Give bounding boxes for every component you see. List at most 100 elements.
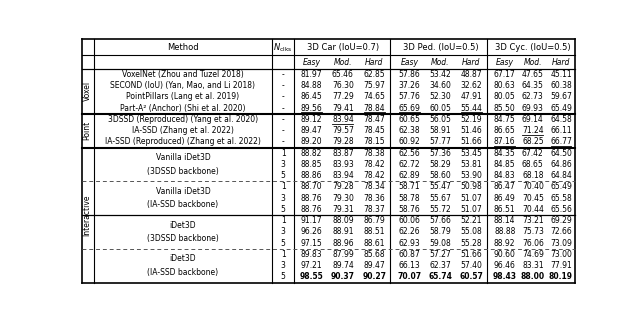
Text: 97.15: 97.15 [301,238,323,248]
Text: 62.73: 62.73 [522,93,544,101]
Text: 86.47: 86.47 [494,183,516,191]
Text: 32.62: 32.62 [460,81,482,90]
Text: Easy: Easy [496,58,514,66]
Text: 88.61: 88.61 [364,238,385,248]
Text: 60.65: 60.65 [399,115,420,124]
Text: 62.72: 62.72 [399,160,420,169]
Text: 70.45: 70.45 [522,194,544,203]
Text: 1: 1 [281,183,285,191]
Text: Hard: Hard [462,58,481,66]
Text: 88.88: 88.88 [494,227,515,236]
Text: SECOND (IoU) (Yan, Mao, and Li 2018): SECOND (IoU) (Yan, Mao, and Li 2018) [111,81,255,90]
Text: 96.26: 96.26 [301,227,323,236]
Text: 64.58: 64.58 [550,115,572,124]
Text: Hard: Hard [365,58,383,66]
Text: 51.66: 51.66 [460,137,482,146]
Text: 50.98: 50.98 [460,183,482,191]
Text: 55.44: 55.44 [460,104,482,113]
Text: 62.85: 62.85 [364,70,385,79]
Text: 64.50: 64.50 [550,149,572,158]
Text: 55.08: 55.08 [460,227,482,236]
Text: 56.05: 56.05 [429,115,451,124]
Text: PointPillars (Lang et al. 2019): PointPillars (Lang et al. 2019) [126,93,239,101]
Text: 68.18: 68.18 [522,171,543,180]
Text: 60.06: 60.06 [399,216,420,225]
Text: 57.77: 57.77 [429,137,451,146]
Text: 87.16: 87.16 [494,137,516,146]
Text: 96.46: 96.46 [494,261,516,270]
Text: -: - [282,70,285,79]
Text: 73.00: 73.00 [550,250,572,259]
Text: (IA-SSD backbone): (IA-SSD backbone) [147,268,218,277]
Text: 98.55: 98.55 [300,273,323,281]
Text: Point: Point [83,121,92,140]
Text: 47.91: 47.91 [460,93,482,101]
Text: -: - [282,115,285,124]
Text: 79.28: 79.28 [332,137,354,146]
Text: 57.86: 57.86 [399,70,420,79]
Text: 79.28: 79.28 [332,183,354,191]
Text: 79.41: 79.41 [332,104,354,113]
Text: 5: 5 [281,273,285,281]
Text: 86.65: 86.65 [494,126,516,135]
Text: Vanilla iDet3D: Vanilla iDet3D [156,187,211,196]
Text: 89.47: 89.47 [301,126,323,135]
Text: 67.17: 67.17 [494,70,516,79]
Text: $N_{\rm clks}$: $N_{\rm clks}$ [273,41,292,54]
Text: -: - [282,104,285,113]
Text: 98.43: 98.43 [493,273,516,281]
Text: 69.14: 69.14 [522,115,544,124]
Text: 88.76: 88.76 [301,194,323,203]
Text: 57.66: 57.66 [429,216,451,225]
Text: IA-SSD (Zhang et al. 2022): IA-SSD (Zhang et al. 2022) [132,126,234,135]
Text: 65.58: 65.58 [550,194,572,203]
Text: 89.47: 89.47 [364,261,385,270]
Text: -: - [282,126,285,135]
Text: 89.20: 89.20 [301,137,323,146]
Text: 66.77: 66.77 [550,137,572,146]
Text: 47.65: 47.65 [522,70,544,79]
Text: 62.37: 62.37 [429,261,451,270]
Text: 53.90: 53.90 [460,171,482,180]
Text: 87.99: 87.99 [332,250,354,259]
Text: 58.76: 58.76 [399,205,420,214]
Text: 60.05: 60.05 [429,104,451,113]
Text: 81.97: 81.97 [301,70,323,79]
Text: 51.66: 51.66 [460,250,482,259]
Text: VoxelNet (Zhou and Tuzel 2018): VoxelNet (Zhou and Tuzel 2018) [122,70,244,79]
Text: 5: 5 [281,171,285,180]
Text: 67.42: 67.42 [522,149,544,158]
Text: 60.57: 60.57 [460,273,483,281]
Text: 88.86: 88.86 [301,171,322,180]
Text: -: - [282,81,285,90]
Text: 66.11: 66.11 [550,126,572,135]
Text: (3DSSD backbone): (3DSSD backbone) [147,234,219,243]
Text: 48.87: 48.87 [460,70,482,79]
Text: 3DSSD (Reproduced) (Yang et al. 2020): 3DSSD (Reproduced) (Yang et al. 2020) [108,115,258,124]
Text: Mod.: Mod. [431,58,449,66]
Text: 1: 1 [281,149,285,158]
Text: 74.65: 74.65 [364,93,385,101]
Text: 52.19: 52.19 [460,115,482,124]
Text: 66.13: 66.13 [399,261,420,270]
Text: 88.00: 88.00 [521,273,545,281]
Text: 53.81: 53.81 [460,160,482,169]
Text: iDet3D: iDet3D [170,254,196,263]
Text: Easy: Easy [303,58,321,66]
Text: (3DSSD backbone): (3DSSD backbone) [147,167,219,176]
Text: 80.63: 80.63 [494,81,516,90]
Text: 79.57: 79.57 [332,126,354,135]
Text: 79.31: 79.31 [332,205,354,214]
Text: 83.87: 83.87 [332,149,354,158]
Text: 86.51: 86.51 [494,205,516,214]
Text: 62.93: 62.93 [399,238,420,248]
Text: 89.74: 89.74 [332,261,354,270]
Text: 68.65: 68.65 [522,160,544,169]
Text: 3D Cyc. (IoU=0.5): 3D Cyc. (IoU=0.5) [495,43,571,52]
Text: 76.06: 76.06 [522,238,544,248]
Text: 69.93: 69.93 [522,104,544,113]
Text: 90.60: 90.60 [494,250,516,259]
Text: 72.66: 72.66 [550,227,572,236]
Text: 84.88: 84.88 [301,81,322,90]
Text: 83.94: 83.94 [332,115,354,124]
